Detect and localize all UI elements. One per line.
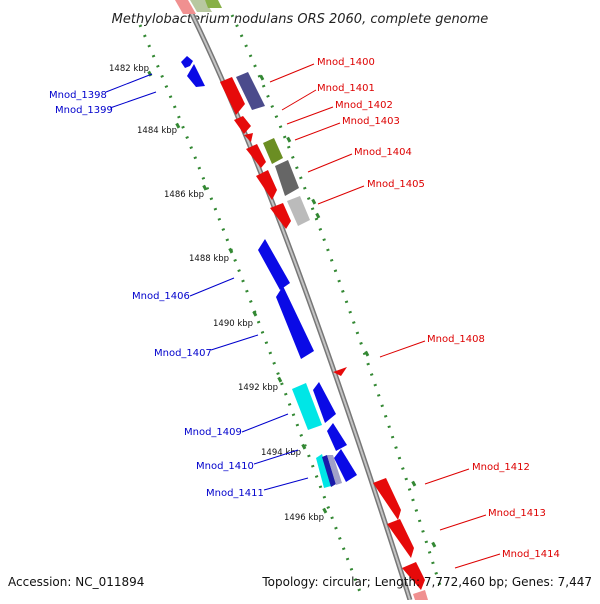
gene-label-Mnod_1414[interactable]: Mnod_1414 bbox=[502, 549, 560, 560]
gene-Mnod_1410[interactable] bbox=[327, 423, 347, 451]
inner-major-ticks bbox=[147, 70, 328, 514]
gene-Mnod_1405[interactable] bbox=[256, 170, 277, 200]
gene-Mnod_1398[interactable] bbox=[181, 56, 193, 68]
accession-text: Accession: NC_011894 bbox=[8, 575, 144, 589]
gene-Mnod_1400[interactable] bbox=[220, 77, 245, 115]
map-title: Methylobacterium nodulans ORS 2060, comp… bbox=[112, 12, 489, 27]
gene-Mnod_1409[interactable] bbox=[292, 383, 322, 430]
gene-label-Mnod_1410[interactable]: Mnod_1410 bbox=[196, 461, 254, 472]
gene-Mnod_1411[interactable] bbox=[316, 454, 331, 488]
gene-label-Mnod_1402[interactable]: Mnod_1402 bbox=[335, 100, 393, 111]
gene-Mnod_1412[interactable] bbox=[373, 478, 401, 520]
gene-label-Mnod_1408[interactable]: Mnod_1408 bbox=[427, 334, 485, 345]
gene-Mnod_1407[interactable] bbox=[276, 286, 314, 359]
gene-Mnod_1405-grey[interactable] bbox=[275, 160, 299, 196]
gene-Mnod_1402[interactable] bbox=[234, 116, 251, 134]
gene-Mnod_1411-b[interactable] bbox=[322, 455, 336, 487]
genome-summary-text: Topology: circular; Length: 7,772,460 bp… bbox=[261, 575, 592, 589]
scale-label: 1492 kbp bbox=[238, 383, 278, 393]
gene-label-Mnod_1403[interactable]: Mnod_1403 bbox=[342, 116, 400, 127]
gene-label-Mnod_1399[interactable]: Mnod_1399 bbox=[55, 105, 113, 116]
gene-label-Mnod_1401[interactable]: Mnod_1401 bbox=[317, 83, 375, 94]
scale-label: 1490 kbp bbox=[213, 319, 253, 329]
gene-Mnod_1413[interactable] bbox=[387, 519, 414, 558]
scale-label: 1496 kbp bbox=[284, 513, 324, 523]
inner-tick-track bbox=[138, 24, 362, 593]
scale-label: 1486 kbp bbox=[164, 190, 204, 200]
gene-Mnod_1406[interactable] bbox=[258, 239, 290, 290]
gene-Mnod_1410-b[interactable] bbox=[334, 449, 357, 482]
scale-labels: 1482 kbp 1484 kbp 1486 kbp 1488 kbp 1490… bbox=[109, 64, 324, 523]
gene-label-Mnod_1411[interactable]: Mnod_1411 bbox=[206, 488, 264, 499]
gene-label-Mnod_1412[interactable]: Mnod_1412 bbox=[472, 462, 530, 473]
scale-label: 1484 kbp bbox=[137, 126, 177, 136]
gene-Mnod_1401[interactable] bbox=[236, 72, 265, 110]
gene-Mnod_1408[interactable] bbox=[333, 367, 347, 376]
label-connectors bbox=[105, 63, 501, 569]
scale-label: 1482 kbp bbox=[109, 64, 149, 74]
gene-partial-top bbox=[175, 0, 222, 14]
scale-label: 1488 kbp bbox=[189, 254, 229, 264]
gene-Mnod_1404[interactable] bbox=[246, 144, 266, 168]
genome-backbone bbox=[182, 0, 413, 601]
gene-Mnod_1414[interactable] bbox=[402, 562, 425, 590]
gene-label-Mnod_1413[interactable]: Mnod_1413 bbox=[488, 508, 546, 519]
gene-Mnod_1410-a[interactable] bbox=[313, 382, 336, 423]
gene-labels: Mnod_1398 Mnod_1399 Mnod_1400 Mnod_1401 … bbox=[49, 57, 560, 560]
gene-partial-bottom bbox=[413, 590, 428, 600]
gene-Mnod_1405-red2[interactable] bbox=[270, 203, 291, 229]
gene-label-Mnod_1409[interactable]: Mnod_1409 bbox=[184, 427, 242, 438]
scale-label: 1494 kbp bbox=[261, 448, 301, 458]
gene-Mnod_1405-lightgrey[interactable] bbox=[287, 196, 310, 226]
gene-label-Mnod_1400[interactable]: Mnod_1400 bbox=[317, 57, 375, 68]
gene-label-Mnod_1398[interactable]: Mnod_1398 bbox=[49, 90, 107, 101]
outer-major-ticks bbox=[259, 74, 437, 548]
gene-label-Mnod_1404[interactable]: Mnod_1404 bbox=[354, 147, 412, 158]
gene-label-Mnod_1407[interactable]: Mnod_1407 bbox=[154, 348, 212, 359]
outer-tick-track bbox=[230, 14, 444, 593]
gene-label-Mnod_1405[interactable]: Mnod_1405 bbox=[367, 179, 425, 190]
gene-Mnod_1411-c[interactable] bbox=[327, 455, 342, 485]
gene-Mnod_1399[interactable] bbox=[187, 64, 205, 87]
gene-label-Mnod_1406[interactable]: Mnod_1406 bbox=[132, 291, 190, 302]
gene-Mnod_1404-green[interactable] bbox=[263, 138, 283, 164]
gene-Mnod_1403[interactable] bbox=[244, 133, 253, 142]
